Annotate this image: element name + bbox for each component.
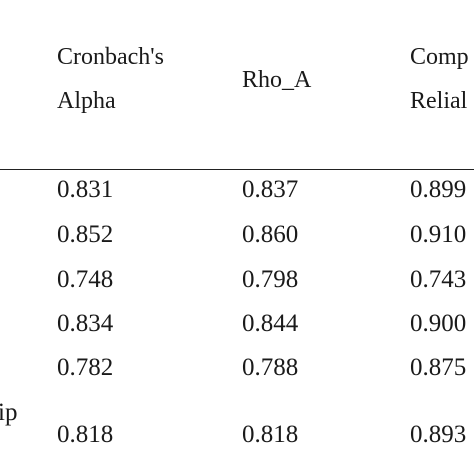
cell: 0.818	[57, 421, 114, 448]
cell: 0.910	[410, 221, 467, 248]
cell: 0.852	[57, 221, 114, 248]
cell: 0.893	[410, 421, 467, 448]
cell: 0.860	[242, 221, 299, 248]
cell: 0.844	[242, 310, 299, 337]
column-header: Alpha	[57, 88, 116, 114]
row-label: ip	[0, 399, 18, 426]
cell: 0.900	[410, 310, 467, 337]
cell: 0.818	[242, 421, 299, 448]
cell: 0.837	[242, 176, 299, 203]
cell: 0.782	[57, 354, 114, 381]
column-header: Relial	[410, 88, 468, 114]
cell: 0.788	[242, 354, 299, 381]
column-header: Rho_A	[242, 67, 312, 93]
cell: 0.834	[57, 310, 114, 337]
cell: 0.743	[410, 266, 467, 293]
cell: 0.875	[410, 354, 467, 381]
cell: 0.899	[410, 176, 467, 203]
cell: 0.831	[57, 176, 114, 203]
header-rule	[0, 169, 474, 170]
column-header: Comp	[410, 44, 469, 70]
cell: 0.798	[242, 266, 299, 293]
column-header: Cronbach's	[57, 44, 164, 70]
cell: 0.748	[57, 266, 114, 293]
